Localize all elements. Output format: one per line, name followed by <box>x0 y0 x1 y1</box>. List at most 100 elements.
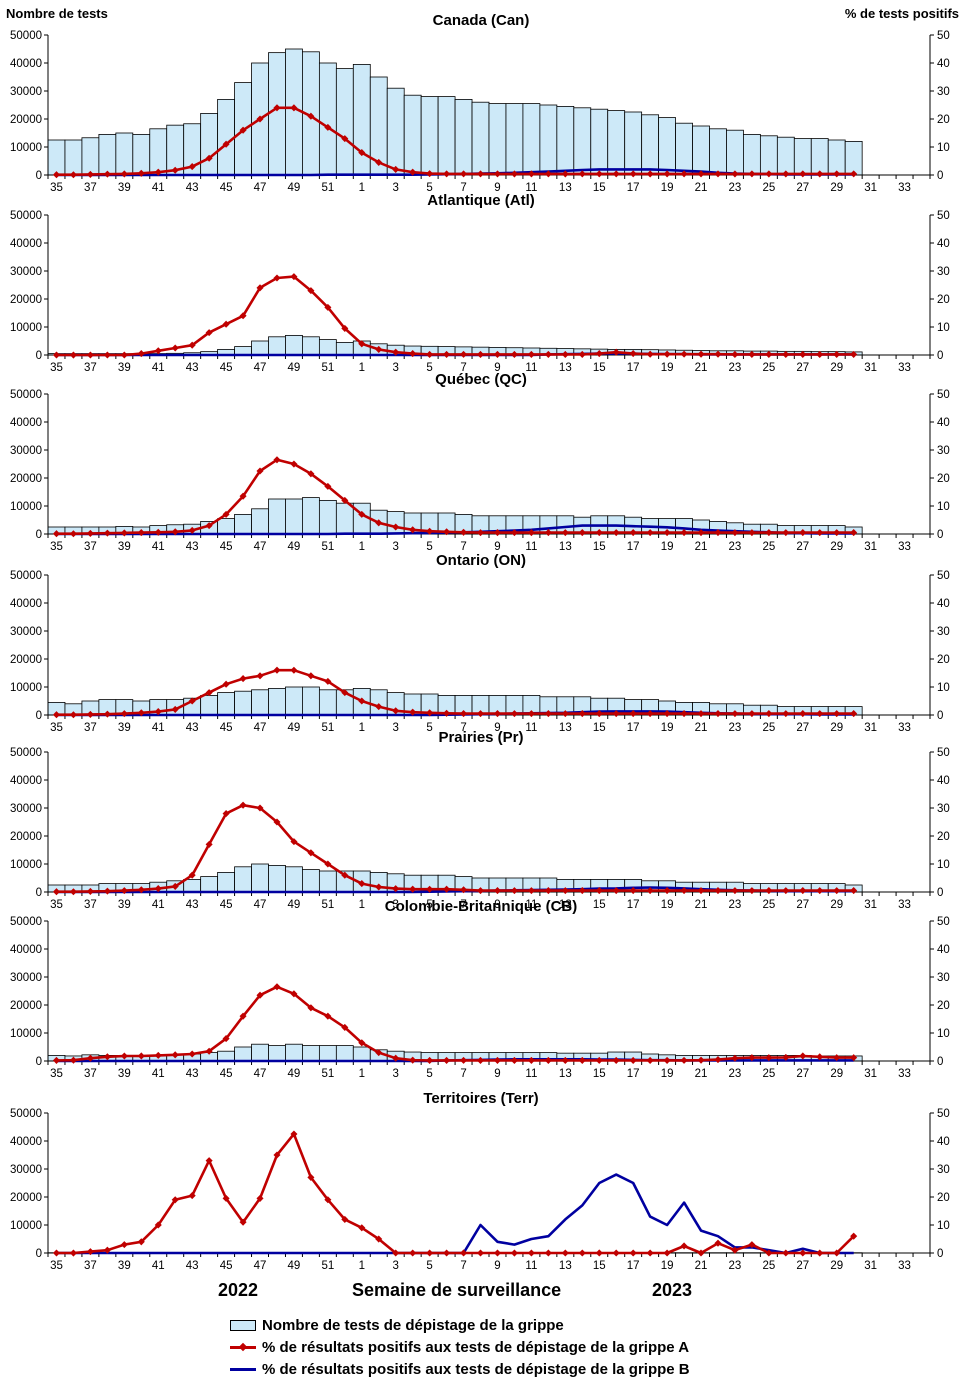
marker-flu-a <box>476 887 485 895</box>
bar <box>607 110 626 176</box>
y-tick-label-left: 0 <box>36 170 42 182</box>
y-tick-label-right: 30 <box>937 972 950 984</box>
series-line-flu-a <box>56 275 854 357</box>
y-tick-label-right: 40 <box>937 417 950 429</box>
marker-flu-a <box>324 482 332 490</box>
x-tick-label: 43 <box>186 1260 199 1272</box>
x-tick-label: 41 <box>152 541 165 553</box>
x-tick-label: 13 <box>559 1068 572 1080</box>
marker-flu-a <box>799 170 807 178</box>
x-tick-label: 7 <box>460 1068 466 1080</box>
x-tick-label: 29 <box>830 362 843 374</box>
marker-flu-a <box>629 170 637 178</box>
chart-panel: Canada (Can) 0 10000 20000 30000 40000 50000 0 1… <box>10 12 950 194</box>
bar <box>268 498 286 535</box>
x-tick-label: 1 <box>359 899 365 911</box>
marker-flu-a <box>663 350 671 358</box>
marker-flu-a <box>595 1056 603 1064</box>
y-tick-label-right: 20 <box>937 831 950 843</box>
x-tick-label: 35 <box>50 722 63 734</box>
x-tick-label: 29 <box>830 722 843 734</box>
x-tick-label: 3 <box>393 182 399 194</box>
x-tick-label: 51 <box>321 541 334 553</box>
marker-flu-a <box>748 350 756 358</box>
x-tick-label: 9 <box>494 899 500 911</box>
marker-flu-a <box>324 1196 332 1204</box>
x-tick-label: 3 <box>393 362 399 374</box>
x-tick-label: 35 <box>50 1260 63 1272</box>
marker-flu-a <box>205 1157 213 1165</box>
x-tick-label: 33 <box>898 1260 911 1272</box>
marker-flu-a <box>358 510 366 518</box>
x-tick-label: 31 <box>864 362 877 374</box>
y-tick-label-left: 50000 <box>10 1108 42 1120</box>
marker-flu-a <box>680 350 688 358</box>
x-tick-label: 1 <box>359 541 365 553</box>
bar <box>268 1045 286 1062</box>
x-tick-label: 15 <box>593 1068 606 1080</box>
legend-bar-swatch <box>230 1319 256 1331</box>
y-tick-label-left: 0 <box>36 1248 42 1260</box>
bar <box>776 136 795 176</box>
y-tick-label-right: 50 <box>937 747 950 759</box>
marker-flu-a <box>697 887 705 895</box>
x-tick-label: 15 <box>593 362 606 374</box>
x-tick-label: 29 <box>830 1260 843 1272</box>
y-tick-label-left: 40000 <box>10 417 42 429</box>
x-tick-label: 35 <box>50 182 63 194</box>
marker-flu-a <box>799 529 807 537</box>
bar <box>471 101 490 176</box>
marker-flu-a <box>120 529 128 537</box>
bar <box>352 1046 371 1062</box>
x-tick-label: 35 <box>50 1068 63 1080</box>
y-tick-label-left: 50000 <box>10 916 42 928</box>
marker-flu-a <box>561 710 569 718</box>
x-tick-label: 27 <box>796 541 809 553</box>
marker-flu-a <box>714 1239 722 1247</box>
x-tick-label: 5 <box>426 541 432 553</box>
bar <box>454 99 473 176</box>
bar <box>115 132 134 176</box>
marker-flu-a <box>307 1173 315 1181</box>
x-tick-label: 1 <box>359 722 365 734</box>
bar <box>369 689 388 716</box>
bar <box>352 64 371 176</box>
bar <box>844 140 863 176</box>
x-tick-label: 35 <box>50 362 63 374</box>
marker-flu-a <box>748 170 756 178</box>
marker-flu-a <box>154 1221 162 1229</box>
bar <box>268 865 286 893</box>
bar <box>251 1043 269 1062</box>
x-tick-label: 5 <box>426 1260 432 1272</box>
x-tick-label: 23 <box>729 1068 742 1080</box>
bar <box>217 1050 235 1062</box>
marker-flu-a <box>493 529 502 537</box>
bar <box>335 1045 354 1062</box>
marker-flu-a <box>392 348 400 356</box>
x-tick-label: 27 <box>796 722 809 734</box>
y-tick-label-left: 40000 <box>10 775 42 787</box>
bar <box>200 695 219 716</box>
y-tick-label-left: 30000 <box>10 445 42 457</box>
x-tick-label: 47 <box>254 899 267 911</box>
x-tick-label: 7 <box>460 899 466 911</box>
marker-flu-a <box>426 885 434 893</box>
x-tick-label: 13 <box>559 541 572 553</box>
bar <box>743 133 761 176</box>
marker-flu-a <box>510 710 518 718</box>
bar <box>692 125 710 176</box>
y-tick-label-right: 20 <box>937 1192 950 1204</box>
x-tick-label: 43 <box>186 541 199 553</box>
marker-flu-a <box>612 348 620 356</box>
y-tick-label-left: 0 <box>36 887 42 899</box>
y-tick-label-right: 40 <box>937 944 950 956</box>
x-tick-label: 29 <box>830 1068 843 1080</box>
y-tick-label-right: 10 <box>937 682 950 694</box>
x-tick-label: 17 <box>627 1260 640 1272</box>
marker-flu-a <box>714 350 722 358</box>
x-tick-label: 45 <box>220 362 233 374</box>
bar <box>217 872 235 893</box>
marker-flu-a <box>850 170 858 178</box>
bar <box>505 103 524 176</box>
x-tick-label: 11 <box>525 541 537 553</box>
